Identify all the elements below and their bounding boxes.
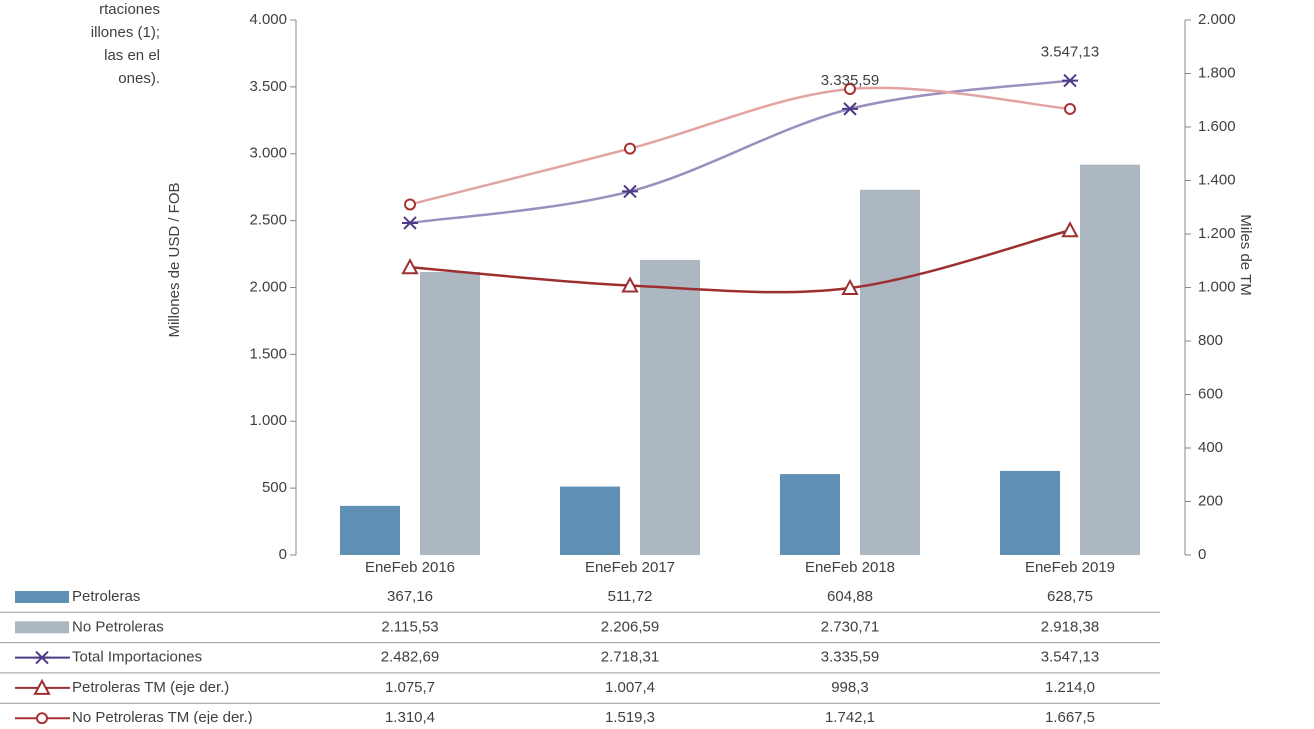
table-value: 1.667,5 [1045,709,1095,724]
marker [404,198,416,211]
marker [402,216,418,230]
table-value: 2.115,53 [381,618,438,635]
legend-label: No Petroleras [72,618,164,635]
y2-tick-label: 1.000 [1198,278,1236,295]
marker [841,278,859,295]
bar [560,486,620,555]
legend-label: Petroleras [72,588,140,605]
legend-label: Petroleras TM (eje der.) [72,679,229,696]
y-tick-label: 4.000 [249,11,287,28]
y-tick-label: 2.000 [249,278,287,295]
x-tick-label: EneFeb 2019 [1025,559,1115,576]
y2-tick-label: 200 [1198,492,1223,509]
table-value: 2.918,38 [1041,618,1099,635]
data-label: 3.547,13 [1041,44,1099,61]
legend-marker [33,678,51,695]
table-value: 2.482,69 [381,649,439,666]
data-label: 3.335,59 [821,72,879,89]
line [409,79,1071,225]
legend-label: No Petroleras TM (eje der.) [72,709,253,724]
y-tick-label: 1.500 [249,345,287,362]
marker [1064,102,1076,115]
marker [1061,221,1079,238]
y-tick-label: 500 [262,479,287,496]
y2-tick-label: 1.400 [1198,171,1236,188]
marker [624,142,636,155]
table-value: 2.718,31 [601,649,659,666]
legend-marker [36,712,48,725]
marker [621,276,639,293]
table-value: 2.206,59 [601,618,659,635]
table-value: 3.335,59 [821,649,879,666]
table-value: 1.519,3 [605,709,655,724]
marker [844,82,856,95]
table-value: 604,88 [827,588,873,605]
note-line: las en el [104,47,160,64]
table-value: 1.742,1 [825,709,875,724]
y-tick-label: 0 [279,546,287,563]
y2-tick-label: 1.800 [1198,64,1236,81]
y2-tick-label: 2.000 [1198,11,1236,28]
bar [860,189,920,556]
y2-tick-label: 600 [1198,385,1223,402]
legend-swatch [15,621,69,634]
note-line: illones (1); [91,24,160,41]
y-tick-label: 3.000 [249,145,287,162]
table-value: 2.730,71 [821,618,879,635]
y2-tick-label: 800 [1198,332,1223,349]
table-value: 511,72 [608,588,653,605]
y2-tick-label: 1.200 [1198,225,1236,242]
legend-label: Total Importaciones [72,649,202,666]
y-axis-label: Millones de USD / FOB [166,182,183,337]
table-value: 1.214,0 [1045,679,1095,696]
x-tick-label: EneFeb 2017 [585,559,675,576]
x-tick-label: EneFeb 2016 [365,559,455,576]
note-line: rtaciones [99,1,160,18]
bar [640,259,700,555]
table-value: 998,3 [831,679,869,696]
bar [780,474,840,555]
y-tick-label: 1.000 [249,412,287,429]
marker [622,184,638,199]
x-tick-label: EneFeb 2018 [805,559,895,576]
table-value: 628,75 [1047,588,1093,605]
y2-tick-label: 0 [1198,546,1206,563]
table-value: 3.547,13 [1041,649,1099,666]
legend-marker [34,650,50,665]
line [409,229,1071,294]
bar [340,505,400,555]
y-tick-label: 2.500 [249,212,287,229]
bar [420,272,480,555]
table-value: 1.075,7 [385,679,435,696]
marker [401,258,419,275]
y2-tick-label: 1.600 [1198,118,1236,135]
line [409,86,1071,206]
legend-swatch [15,591,69,603]
bar [1080,164,1140,555]
table-value: 367,16 [387,588,433,605]
y2-tick-label: 400 [1198,439,1223,456]
bar [1000,470,1060,555]
marker [1062,73,1078,88]
marker [842,102,858,116]
y2-axis-label: Miles de TM [1237,214,1254,295]
y-tick-label: 3.500 [249,78,287,95]
note-line: ones). [118,70,160,87]
table-value: 1.310,4 [385,709,435,724]
table-value: 1.007,4 [605,679,655,696]
